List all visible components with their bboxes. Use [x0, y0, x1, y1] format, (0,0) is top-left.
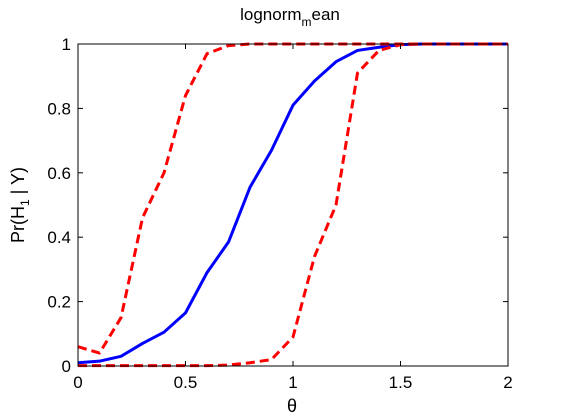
chart-title-main: lognorm — [240, 5, 301, 24]
y-tick-label: 0 — [62, 357, 71, 376]
plot-background — [78, 44, 508, 366]
y-axis-label-sub: 1 — [18, 199, 32, 206]
chart-title: lognormmean — [240, 5, 340, 29]
y-tick-label: 1 — [62, 35, 71, 54]
x-axis-ticks: 0 0.5 1 1.5 2 — [73, 44, 513, 392]
x-tick-label: 0.5 — [174, 373, 198, 392]
y-axis-label-suffix: | Y) — [8, 167, 28, 199]
plot-area — [78, 44, 508, 366]
chart-title-tail: ean — [312, 5, 340, 24]
x-tick-label: 1 — [288, 373, 297, 392]
y-axis-label-prefix: Pr(H — [8, 206, 28, 243]
y-axis-label: Pr(H1 | Y) — [8, 167, 32, 243]
y-tick-label: 0.6 — [47, 164, 71, 183]
chart-title-sub: m — [302, 15, 312, 29]
y-tick-label: 0.2 — [47, 293, 71, 312]
y-tick-label: 0.8 — [47, 99, 71, 118]
x-tick-label: 2 — [503, 373, 512, 392]
y-tick-label: 0.4 — [47, 228, 71, 247]
y-axis-ticks: 0 0.2 0.4 0.6 0.8 1 — [47, 35, 508, 376]
x-axis-label: θ — [287, 396, 297, 416]
x-tick-label: 1.5 — [389, 373, 413, 392]
x-tick-label: 0 — [73, 373, 82, 392]
